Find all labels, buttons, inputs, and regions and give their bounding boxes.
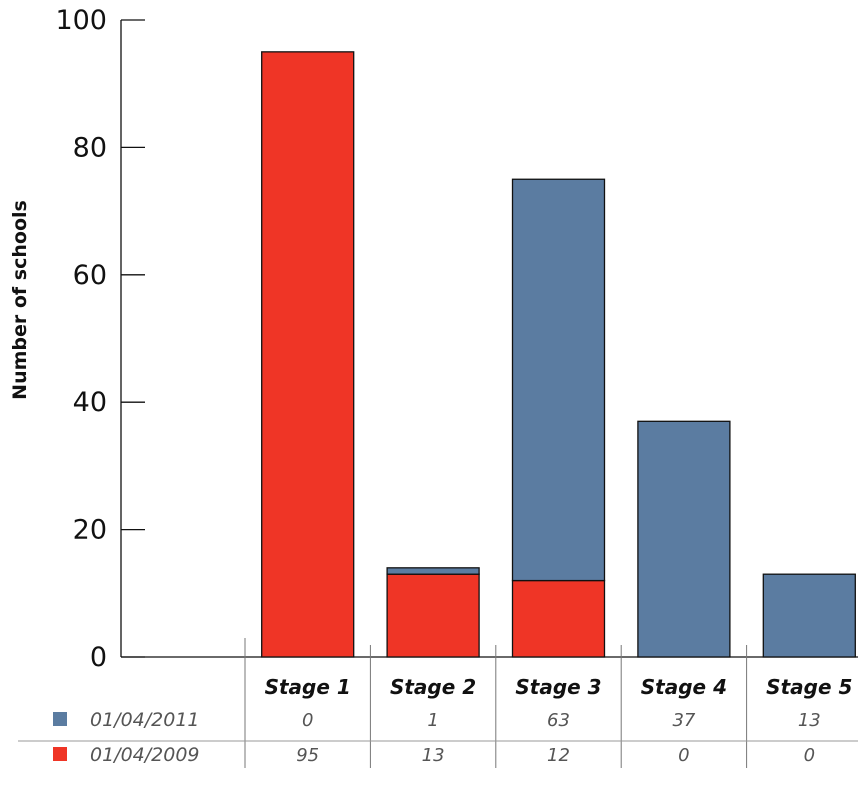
bar (511, 579, 606, 658)
table-cell: 13 (422, 745, 445, 766)
table-cell: 0 (678, 745, 689, 766)
legend-label: 01/04/2009 (90, 744, 200, 766)
bar (261, 51, 355, 658)
category-label: Stage 3 (515, 675, 601, 699)
bar (762, 573, 856, 658)
category-label: Stage 2 (390, 675, 476, 699)
table-cell: 12 (547, 745, 570, 766)
bars (261, 51, 856, 658)
legend-swatch (53, 747, 67, 761)
data-table: Stage 1 Stage 2 Stage 3 Stage 4 Stage 5 01/04… (18, 638, 858, 768)
table-cell: 37 (672, 710, 695, 731)
y-tick-label: 80 (73, 132, 107, 163)
bar (386, 567, 480, 575)
y-tick-label: 0 (90, 642, 107, 673)
table-cell: 95 (296, 745, 319, 766)
y-axis: 0 20 40 60 80 100 (55, 5, 858, 673)
category-label: Stage 5 (766, 675, 852, 699)
y-tick-label: 40 (73, 387, 107, 418)
table-cell: 13 (798, 710, 821, 731)
bar (386, 573, 480, 658)
category-label: Stage 1 (265, 675, 351, 699)
table-cell: 0 (302, 710, 313, 731)
table-cell: 1 (427, 710, 438, 731)
y-axis-label: Number of schools (9, 200, 31, 400)
table-cell: 63 (547, 710, 570, 731)
legend-label: 01/04/2011 (90, 709, 200, 731)
bar (511, 178, 606, 582)
y-tick-label: 20 (73, 515, 107, 546)
y-tick-label: 60 (73, 260, 107, 291)
legend-swatch (53, 712, 67, 726)
table-cell: 0 (804, 745, 815, 766)
category-label: Stage 4 (641, 675, 727, 699)
bar (637, 420, 731, 658)
y-tick-label: 100 (55, 5, 107, 36)
